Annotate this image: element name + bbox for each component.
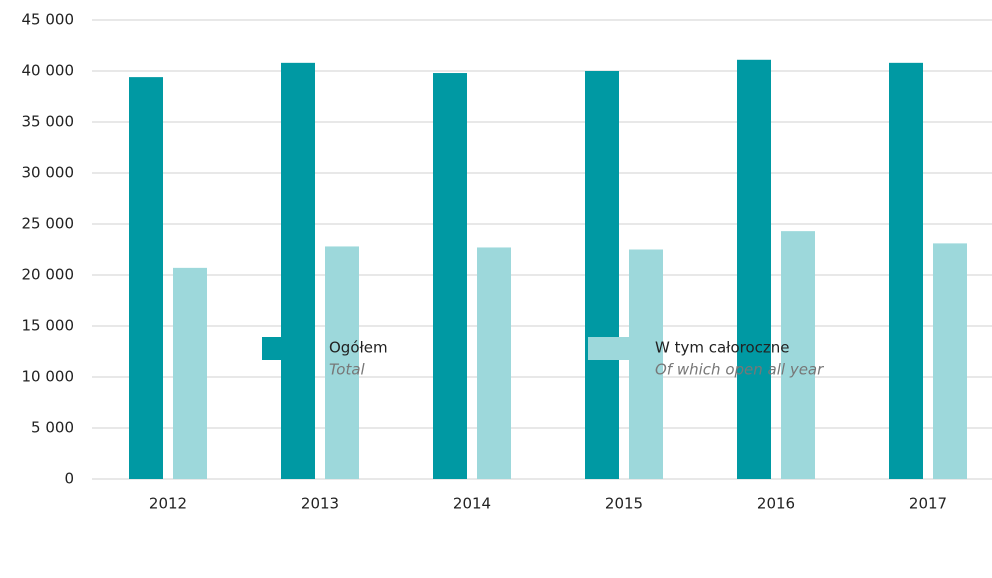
bar (129, 77, 163, 480)
bar (325, 246, 359, 479)
x-tick-label: 2012 (149, 495, 187, 513)
bar (433, 73, 467, 479)
legend-label: Ogółem (329, 339, 388, 357)
y-tick-label: 25 000 (22, 215, 75, 233)
y-tick-label: 45 000 (22, 11, 75, 29)
y-tick-label: 30 000 (22, 164, 75, 182)
bar (281, 62, 315, 480)
legend-swatch (588, 337, 633, 360)
bar (781, 231, 815, 479)
y-tick-label: 15 000 (22, 317, 75, 335)
bar (585, 71, 619, 479)
legend-label-en: Total (329, 361, 366, 379)
x-tick-label: 2015 (605, 495, 643, 513)
y-tick-label: 40 000 (22, 62, 75, 80)
bar (629, 249, 663, 479)
bar (933, 243, 967, 479)
y-tick-label: 35 000 (22, 113, 75, 131)
bar (737, 59, 771, 479)
y-tick-label: 10 000 (22, 368, 75, 386)
bar (477, 247, 511, 479)
y-tick-label: 0 (64, 470, 74, 488)
x-tick-label: 2014 (453, 495, 491, 513)
x-tick-label: 2017 (909, 495, 947, 513)
x-tick-label: 2013 (301, 495, 339, 513)
x-tick-label: 2016 (757, 495, 795, 513)
legend-label: W tym całoroczne (655, 339, 790, 357)
bar (173, 267, 207, 479)
legend-label-en: Of which open all year (655, 361, 824, 379)
y-tick-label: 5 000 (31, 419, 74, 437)
legend-swatch (262, 337, 307, 360)
y-tick-label: 20 000 (22, 266, 75, 284)
bar (889, 62, 923, 480)
